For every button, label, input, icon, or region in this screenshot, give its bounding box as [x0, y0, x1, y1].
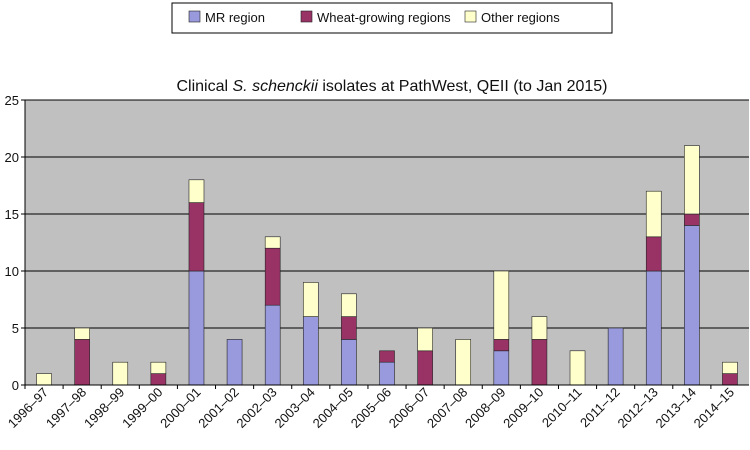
x-tick-label: 2011–12	[577, 385, 623, 431]
bar-segment-2011–12-0	[607, 327, 624, 386]
title-part-2: isolates at PathWest, QEII (to Jan 2015)	[318, 78, 608, 95]
bar-segment-2002–03-0	[264, 304, 281, 386]
bar-segment-2008–09-2	[493, 270, 510, 340]
bar-segment-2006–07-1	[417, 350, 433, 386]
x-tick-label: 2004–05	[310, 385, 356, 431]
x-axis-ticks: 1996–971997–981998–991999–002000–012001–…	[5, 385, 737, 431]
bar-segment-2007–08-2	[455, 339, 472, 386]
y-tick-label: 5	[12, 321, 19, 336]
x-tick-label: 1998–99	[81, 385, 127, 431]
bar-segment-2009–10-1	[531, 339, 548, 386]
legend-label-0: MR region	[205, 10, 265, 25]
y-tick-label: 25	[5, 93, 19, 108]
bar-segment-2013–14-2	[684, 145, 700, 215]
x-tick-label: 2007–08	[424, 385, 470, 431]
bar-segment-2008–09-1	[493, 339, 510, 352]
bar-segment-1997–98-2	[74, 327, 90, 340]
y-tick-label: 15	[5, 207, 19, 222]
x-tick-label: 1999–00	[119, 385, 165, 431]
bar-segment-2002–03-2	[264, 236, 281, 249]
bar-segment-2005–06-1	[379, 350, 395, 363]
bar-segment-2014–15-2	[722, 361, 738, 374]
x-tick-label: 2002–03	[233, 385, 279, 431]
gridlines	[25, 99, 749, 329]
bar-segment-2001–02-0	[226, 339, 243, 386]
legend: MR region Wheat-growing regions Other regi…	[171, 2, 613, 34]
bar-segment-1998–99-2	[112, 361, 129, 386]
bar-segment-1999–00-1	[150, 373, 167, 386]
title-part-0: Clinical	[176, 78, 232, 95]
x-tick-label: 2003–04	[272, 385, 318, 431]
axes	[24, 100, 749, 386]
bar-segment-2006–07-2	[417, 327, 433, 352]
y-tick-label: 0	[12, 378, 19, 393]
x-tick-label: 2001–02	[195, 385, 241, 431]
y-tick-label: 10	[5, 264, 19, 279]
bar-segment-1997–98-1	[74, 339, 90, 386]
legend-label-2: Other regions	[481, 10, 560, 25]
x-tick-label: 2008–09	[462, 385, 508, 431]
chart-title: Clinical S. schenckii isolates at PathWe…	[176, 78, 607, 95]
bar-segment-2012–13-0	[645, 270, 662, 386]
bar-segment-2000–01-0	[188, 270, 205, 386]
x-tick-label: 2010–11	[539, 385, 585, 431]
bar-segment-2005–06-0	[379, 361, 395, 386]
bar-segment-2003–04-0	[302, 316, 319, 386]
legend-swatch-2	[464, 10, 477, 23]
bar-segment-2000–01-2	[188, 179, 205, 203]
bars	[36, 145, 738, 386]
bar-segment-2009–10-2	[531, 316, 548, 340]
bar-segment-2013–14-0	[684, 225, 700, 386]
x-tick-label: 2014–15	[691, 385, 737, 431]
y-tick-label: 20	[5, 150, 19, 165]
x-tick-label: 2000–01	[157, 385, 203, 431]
bar-segment-2004–05-0	[341, 339, 357, 386]
x-tick-label: 2009–10	[500, 385, 546, 431]
bar-segment-2004–05-2	[341, 293, 357, 317]
legend-swatch-1	[300, 10, 313, 23]
x-tick-label: 2005–06	[348, 385, 394, 431]
bar-segment-2013–14-1	[684, 213, 700, 226]
bar-segment-2000–01-1	[188, 202, 205, 272]
bar-segment-1999–00-2	[150, 361, 167, 374]
x-tick-label: 2006–07	[386, 385, 432, 431]
bar-segment-2012–13-2	[645, 190, 662, 238]
title-part-1: S. schenckii	[233, 78, 319, 95]
bar-segment-2012–13-1	[645, 236, 662, 272]
bar-segment-2014–15-1	[722, 373, 738, 386]
legend-box	[171, 2, 613, 34]
plot-area	[25, 100, 749, 385]
x-tick-label: 1997–98	[43, 385, 89, 431]
bar-segment-2010–11-2	[569, 350, 586, 386]
bar-segment-1996–97-2	[36, 373, 52, 386]
x-tick-label: 2013–14	[653, 385, 699, 431]
bar-segment-2003–04-2	[302, 282, 319, 317]
legend-label-1: Wheat-growing regions	[317, 10, 451, 25]
x-tick-label: 2012–13	[614, 385, 660, 431]
bar-segment-2004–05-1	[341, 316, 357, 340]
bar-segment-2008–09-0	[493, 350, 510, 386]
legend-swatch-0	[188, 10, 201, 23]
bar-segment-2002–03-1	[264, 247, 281, 306]
y-axis-ticks: 0 5 10 15 20 25	[5, 93, 25, 393]
